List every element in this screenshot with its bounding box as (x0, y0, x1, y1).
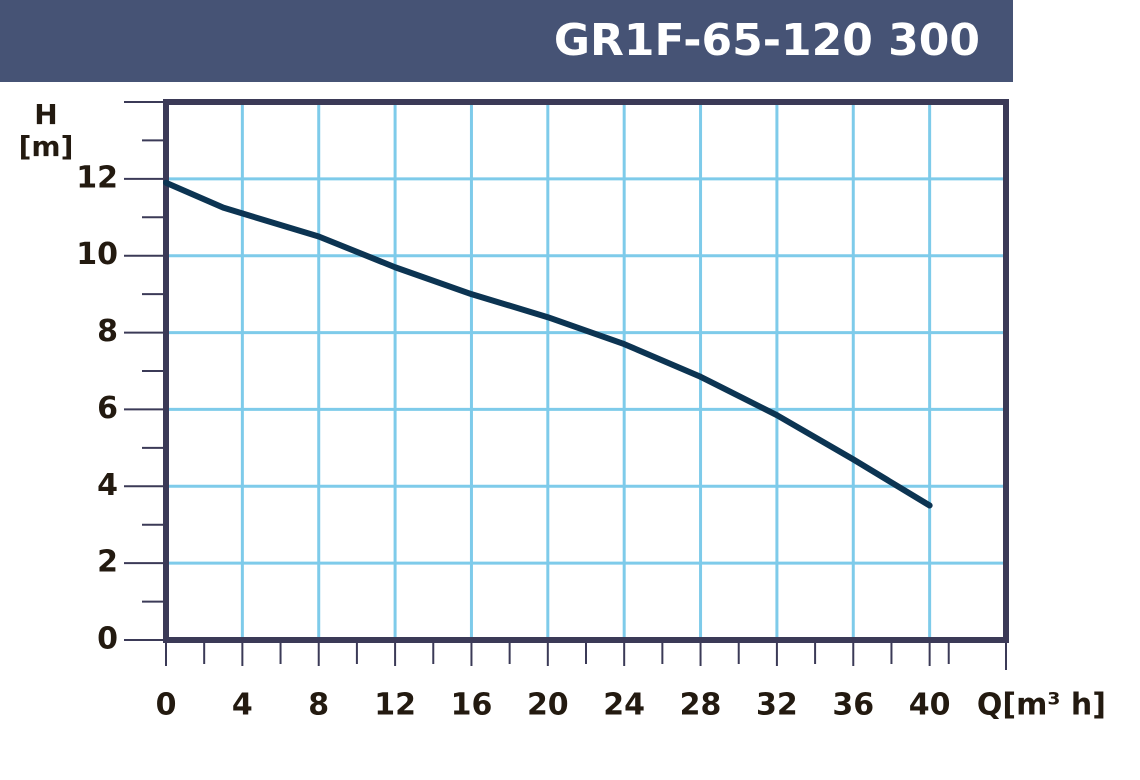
chart-title: GR1F-65-120 300 (554, 15, 980, 66)
y-axis-unit: [m] (19, 130, 74, 163)
x-tick-label: 24 (603, 688, 645, 723)
y-tick-label: 10 (76, 237, 118, 272)
y-axis-label: H (34, 98, 57, 131)
x-axis-label: Q[m³ h] (977, 688, 1106, 723)
y-tick-label: 6 (97, 391, 118, 426)
x-tick-label: 28 (680, 688, 722, 723)
y-tick-label: 0 (97, 622, 118, 657)
curve (163, 179, 933, 509)
x-tick-label: 16 (451, 688, 493, 723)
x-tick-label: 12 (374, 688, 416, 723)
x-tick-label: 0 (156, 688, 177, 723)
header-bar (0, 0, 1013, 82)
y-tick-label: 12 (76, 160, 118, 195)
y-tick-label: 4 (97, 468, 118, 503)
y-tick-label: 2 (97, 545, 118, 580)
y-tick-label: 8 (97, 314, 118, 349)
x-tick-label: 36 (832, 688, 874, 723)
x-tick-label: 4 (232, 688, 253, 723)
plot-frame (163, 99, 1009, 643)
x-tick-label: 32 (756, 688, 798, 723)
x-tick-label: 40 (909, 688, 951, 723)
x-tick-label: 8 (308, 688, 329, 723)
x-tick-label: 20 (527, 688, 569, 723)
